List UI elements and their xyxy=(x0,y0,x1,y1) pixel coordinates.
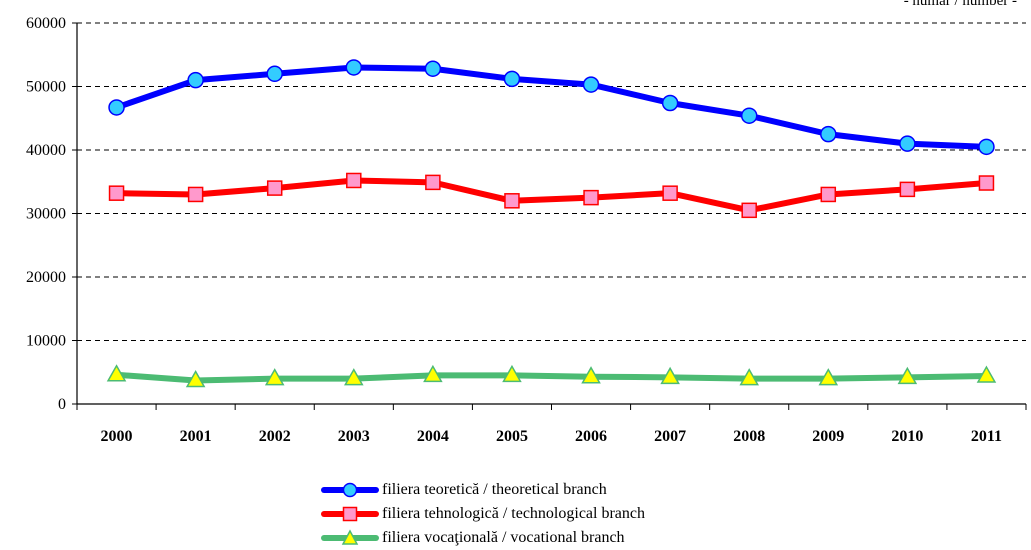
legend: filiera teoretică / theoretical branch f… xyxy=(320,478,645,550)
x-tick-labels: 2000 2001 2002 2003 2004 2005 2006 2007 2008 2009… xyxy=(101,428,1002,445)
data-point xyxy=(818,368,839,386)
data-point xyxy=(661,94,679,112)
data-point xyxy=(424,60,442,77)
legend-swatch-theoretical xyxy=(321,482,379,498)
data-point xyxy=(978,175,995,191)
data-point xyxy=(344,368,364,386)
data-point xyxy=(106,364,127,382)
data-point xyxy=(345,59,363,76)
x-tick-label: 2002 xyxy=(259,428,291,445)
data-point xyxy=(978,138,995,156)
data-point xyxy=(820,125,837,143)
series-line xyxy=(113,371,990,384)
axes xyxy=(72,22,1027,410)
y-tick-label: 30000 xyxy=(26,206,66,223)
legend-swatch-vocational xyxy=(321,529,379,545)
data-point xyxy=(502,364,522,383)
x-tick-label: 2010 xyxy=(891,428,923,445)
data-point xyxy=(741,202,757,219)
data-point xyxy=(266,65,283,83)
x-tick-label: 2007 xyxy=(654,428,686,445)
series-group xyxy=(106,59,997,388)
data-point xyxy=(346,172,362,189)
data-point xyxy=(662,185,678,201)
legend-swatch-technological xyxy=(321,506,379,522)
unit-note: - număr / number - xyxy=(903,0,1017,9)
x-tick-label: 2004 xyxy=(417,428,449,445)
data-point xyxy=(899,181,916,198)
legend-label-technological: filiera tehnologică / technological bran… xyxy=(382,505,645,522)
data-point xyxy=(897,366,918,385)
data-point xyxy=(820,186,837,203)
y-tick-labels: 0 10000 20000 30000 40000 50000 60000 xyxy=(26,15,66,413)
data-point xyxy=(503,70,521,88)
x-tick-label: 2009 xyxy=(812,428,844,445)
legend-label-theoretical: filiera teoretică / theoretical branch xyxy=(382,481,607,498)
series-2 xyxy=(106,364,997,388)
data-point xyxy=(185,369,206,388)
x-tick-label: 2003 xyxy=(338,428,370,445)
x-tick-label: 2001 xyxy=(180,428,212,445)
series-1 xyxy=(108,172,995,219)
y-tick-label: 20000 xyxy=(26,269,66,286)
data-point xyxy=(108,99,125,116)
x-tick-label: 2008 xyxy=(733,428,765,445)
data-point xyxy=(976,365,997,383)
legend-item-technological: filiera tehnologică / technological bran… xyxy=(320,502,645,526)
line-chart: 0 10000 20000 30000 40000 50000 60000 2000 2001… xyxy=(26,15,1027,445)
x-tick-label: 2011 xyxy=(971,428,1002,445)
data-point xyxy=(187,186,204,203)
data-point xyxy=(266,180,283,196)
data-point xyxy=(504,193,520,209)
legend-label-vocational: filiera vocaţională / vocational branch xyxy=(382,529,625,546)
data-point xyxy=(582,76,600,93)
data-point xyxy=(108,185,125,201)
x-tick-label: 2000 xyxy=(101,428,133,445)
y-tick-label: 40000 xyxy=(26,142,66,159)
y-tick-label: 50000 xyxy=(26,79,66,96)
y-tick-label: 0 xyxy=(58,396,66,413)
series-line xyxy=(113,177,990,214)
data-point xyxy=(187,71,204,89)
data-point xyxy=(660,366,680,385)
legend-item-vocational: filiera vocaţională / vocational branch xyxy=(320,526,645,550)
legend-item-theoretical: filiera teoretică / theoretical branch xyxy=(320,478,645,502)
data-point xyxy=(740,107,758,124)
data-point xyxy=(583,189,599,206)
series-0 xyxy=(108,59,995,156)
data-point xyxy=(739,368,759,386)
data-point xyxy=(264,368,285,386)
data-point xyxy=(581,366,601,384)
y-tick-label: 10000 xyxy=(26,333,66,350)
x-tick-label: 2005 xyxy=(496,428,528,445)
gridlines xyxy=(77,22,1026,341)
data-point xyxy=(425,174,441,191)
x-tick-label: 2006 xyxy=(575,428,607,445)
y-tick-label: 60000 xyxy=(26,15,66,32)
data-point xyxy=(899,135,916,152)
series-line xyxy=(113,64,990,150)
data-point xyxy=(423,364,443,383)
